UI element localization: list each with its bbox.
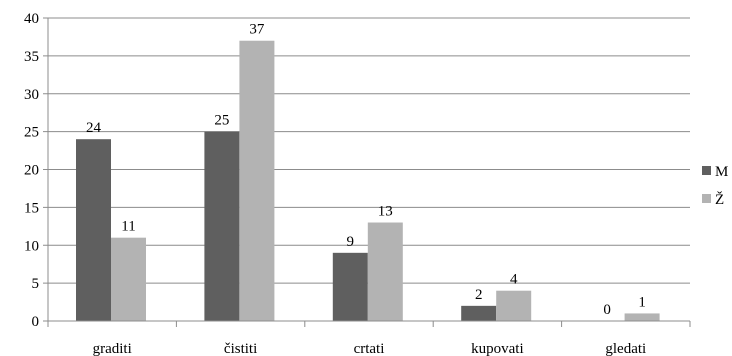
bar-Ž-čistiti xyxy=(239,40,275,321)
data-label: 0 xyxy=(603,302,611,318)
legend-label: Ž xyxy=(715,191,724,208)
bars xyxy=(76,40,660,321)
x-axis: graditi čistiti crtati kupovati gledati xyxy=(47,320,691,356)
legend-label: M xyxy=(715,164,728,180)
bar-Ž-gledati xyxy=(624,313,660,321)
legend-swatch xyxy=(702,166,711,175)
y-tick-label: 20 xyxy=(24,163,39,179)
y-tick-label: 10 xyxy=(24,238,39,254)
x-category-label: crtati xyxy=(354,341,385,356)
bar-Ž-crtati xyxy=(367,222,403,321)
y-tick-label: 35 xyxy=(24,49,39,65)
legend-swatch xyxy=(702,194,711,203)
bar-Ž-kupovati xyxy=(496,290,532,321)
y-tick-label: 15 xyxy=(24,200,39,216)
y-axis: 0 5 10 15 20 25 30 35 40 xyxy=(24,11,49,330)
x-category-label: kupovati xyxy=(471,341,524,356)
data-label: 13 xyxy=(378,204,393,220)
x-category-label: graditi xyxy=(93,341,132,356)
x-category-label: gledati xyxy=(605,341,646,356)
x-category-label: čistiti xyxy=(224,341,257,356)
legend: MŽ xyxy=(702,164,728,208)
bar-Ž-graditi xyxy=(111,237,146,321)
data-label: 24 xyxy=(86,120,102,136)
y-tick-label: 5 xyxy=(32,276,40,292)
data-label: 4 xyxy=(510,272,518,288)
bar-M-crtati xyxy=(332,252,368,321)
data-label: 9 xyxy=(347,234,355,250)
bar-M-čistiti xyxy=(204,131,240,321)
data-label: 2 xyxy=(475,287,483,303)
y-tick-label: 25 xyxy=(24,125,39,141)
data-label: 25 xyxy=(214,113,229,129)
y-tick-label: 30 xyxy=(24,87,39,103)
data-label: 1 xyxy=(638,294,646,310)
data-label: 37 xyxy=(249,22,265,38)
bar-M-kupovati xyxy=(461,305,497,321)
gridlines xyxy=(48,17,690,322)
y-tick-label: 0 xyxy=(32,314,40,330)
y-tick-label: 40 xyxy=(24,11,39,27)
bar-M-graditi xyxy=(76,139,111,321)
data-label: 11 xyxy=(121,219,135,235)
